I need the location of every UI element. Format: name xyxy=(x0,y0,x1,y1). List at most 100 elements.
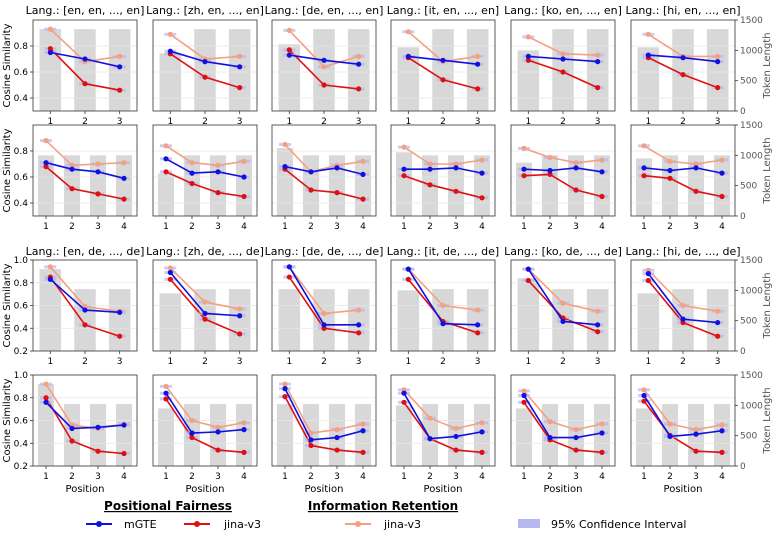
token-bar xyxy=(473,155,491,216)
subplot: 1 2 3 xyxy=(390,259,496,367)
series-jina-v3-point xyxy=(440,77,446,83)
series-jina-v3-ir-point xyxy=(47,264,53,270)
series-mgte-point xyxy=(453,433,459,440)
series-mgte-point xyxy=(286,264,292,270)
series-jina-v3-point xyxy=(202,316,208,322)
series-mgte-line xyxy=(45,161,125,180)
series-jina-v3-ir-point xyxy=(321,310,327,317)
series-mgte-line xyxy=(165,158,245,178)
series-mgte-point xyxy=(69,425,75,432)
x-tick-label: 4 xyxy=(121,222,127,232)
series-jina-v3-ir-point xyxy=(479,420,485,426)
series-jina-v3-ir-line xyxy=(523,390,603,431)
x-tick-label: 3 xyxy=(356,117,362,127)
token-bar xyxy=(209,404,227,466)
series-jina-v3-ir-point xyxy=(641,387,647,393)
subplot: 1 2 3 4 Position xyxy=(152,374,258,495)
series-jina-v3-ir-point xyxy=(427,415,433,421)
x-tick-label: 4 xyxy=(360,472,366,482)
series-jina-v3-ir-point xyxy=(715,53,721,60)
series-jina-v3-point xyxy=(521,399,527,405)
series-jina-v3-ir-line xyxy=(643,389,723,431)
series-jina-v3-line xyxy=(523,173,603,198)
legend-mgte-marker xyxy=(96,521,102,527)
series-jina-v3-point xyxy=(202,74,208,80)
legend-jina-v3-ir-label: jina-v3 xyxy=(383,518,421,531)
series-mgte-point xyxy=(521,392,527,399)
series-jina-v3-ir-point xyxy=(599,421,605,427)
token-bar xyxy=(397,47,420,111)
series-jina-v3-point xyxy=(453,447,459,453)
series-jina-v3-point xyxy=(525,57,531,63)
series-jina-v3-ir-line xyxy=(403,389,483,430)
y2-tick-label: 500 xyxy=(740,317,757,327)
series-mgte-line xyxy=(45,401,125,430)
panel-title: Lang.: [it, en, ..., en] xyxy=(387,4,499,17)
series-jina-v3-ir-point xyxy=(121,160,127,166)
series-mgte-point xyxy=(475,322,481,328)
series-jina-v3-ir-point xyxy=(282,381,288,387)
x-tick-label: 1 xyxy=(645,357,651,367)
series-jina-v3-ir-point xyxy=(215,424,221,430)
token-bar xyxy=(466,289,489,351)
y2-tick-label: 1500 xyxy=(740,16,763,26)
series-jina-v3-point xyxy=(680,72,686,78)
panel-title: Lang.: [de, en, ..., en] xyxy=(265,4,384,17)
series-jina-v3-point xyxy=(599,193,605,200)
x-tick-label: 3 xyxy=(475,117,481,127)
series-jina-v3-ir-line xyxy=(403,146,483,165)
series-jina-v3-ir-point xyxy=(599,157,605,163)
series-jina-v3-ir-point xyxy=(560,51,566,57)
x-tick-label: 1 xyxy=(47,117,53,127)
series-jina-v3-point xyxy=(117,333,123,339)
series-jina-v3-line xyxy=(403,174,483,199)
series-mgte-line xyxy=(165,392,245,434)
token-bar xyxy=(159,293,182,351)
x-tick-label: 2 xyxy=(680,357,686,367)
x-tick-label: 4 xyxy=(599,222,605,232)
subplot: 1 2 3 0 500 1000 1500 Token Length xyxy=(630,16,773,127)
y-tick-label: 0.8 xyxy=(14,279,29,289)
series-mgte-point xyxy=(308,169,314,175)
series-mgte-point xyxy=(680,55,686,61)
y2-tick-label: 1500 xyxy=(740,371,763,381)
x-tick-label: 3 xyxy=(237,117,243,127)
series-mgte-point xyxy=(405,266,411,272)
series-jina-v3-point xyxy=(453,188,459,194)
series-jina-v3-point xyxy=(167,276,173,282)
series-mgte-point xyxy=(356,322,362,328)
subplot: 1 2 3 xyxy=(271,19,377,127)
series-jina-v3-ir-point xyxy=(667,158,673,164)
x-tick-label: 1 xyxy=(405,117,411,127)
y-axis-label-right: Token Length xyxy=(762,32,773,99)
x-tick-label: 1 xyxy=(163,222,169,232)
token-bar xyxy=(347,29,370,112)
series-jina-v3-ir-point xyxy=(693,427,699,433)
series-mgte-point xyxy=(595,59,601,65)
token-bar xyxy=(432,29,454,112)
series-jina-v3-point xyxy=(693,188,699,194)
series-mgte-point xyxy=(719,170,725,176)
series-mgte-point xyxy=(121,175,127,181)
series-mgte-line xyxy=(403,392,483,440)
subplot: 1 2 3 4 Position xyxy=(510,374,616,495)
series-jina-v3-ir-line xyxy=(165,145,245,167)
subplot: 1 2 3 xyxy=(271,259,377,367)
x-tick-label: 2 xyxy=(82,357,88,367)
y-axis-label-right: Token Length xyxy=(762,272,773,339)
token-bar xyxy=(313,289,335,351)
series-jina-v3-point xyxy=(237,331,243,337)
x-tick-label: 4 xyxy=(360,222,366,232)
series-jina-v3-point xyxy=(47,46,53,52)
series-jina-v3-line xyxy=(403,401,483,454)
y2-tick-label: 1500 xyxy=(740,256,763,266)
x-tick-label: 1 xyxy=(43,472,49,482)
y2-tick-label: 1000 xyxy=(740,151,763,161)
x-tick-label: 2 xyxy=(202,117,208,127)
x-tick-label: 1 xyxy=(525,357,531,367)
x-tick-label: 1 xyxy=(641,222,647,232)
x-tick-label: 2 xyxy=(82,117,88,127)
x-tick-label: 3 xyxy=(595,357,601,367)
series-jina-v3-point xyxy=(479,449,485,455)
